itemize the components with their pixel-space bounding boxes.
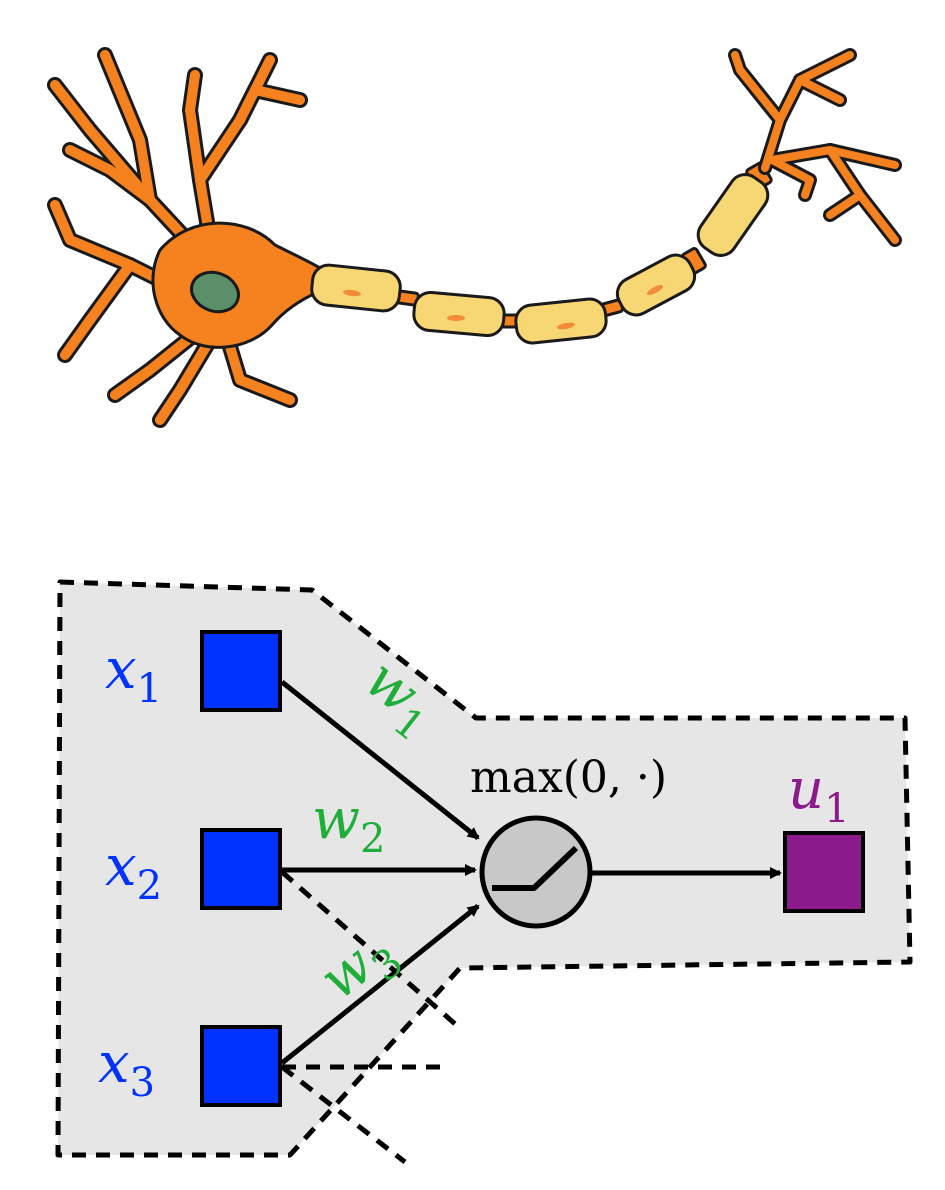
- input-node-x1: [200, 630, 282, 712]
- biological-neuron-illustration: [47, 47, 902, 428]
- weight-label-w2: w2: [312, 787, 385, 862]
- relu-activation-node: [479, 815, 593, 929]
- myelin-sheaths: [310, 173, 770, 345]
- input-label-x2: x2: [105, 834, 162, 909]
- output-label-u1: u1: [788, 757, 850, 832]
- relu-icon: [492, 845, 579, 891]
- input-label-x1: x1: [105, 637, 162, 712]
- outgoing-dashed-connections: [280, 870, 464, 1164]
- myelin-nuclei: [343, 285, 664, 330]
- input-label-x3: x3: [98, 1031, 155, 1106]
- connection-x3: [280, 904, 480, 1065]
- nucleus: [190, 270, 240, 314]
- output-node-u1: [783, 831, 865, 913]
- weighted-connections: [280, 680, 782, 1065]
- axon-terminals-fill: [731, 51, 899, 244]
- connection-x1: [280, 680, 480, 840]
- input-node-x3: [200, 1025, 282, 1107]
- input-node-x2: [200, 828, 282, 910]
- activation-label: max(0, ·): [470, 752, 667, 803]
